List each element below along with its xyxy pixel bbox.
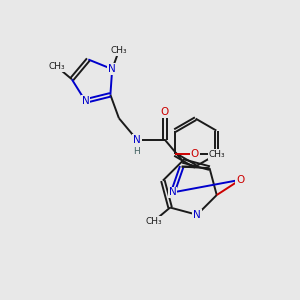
Text: O: O <box>236 175 244 185</box>
Text: CH₃: CH₃ <box>208 150 225 159</box>
Text: CH₃: CH₃ <box>145 217 162 226</box>
Text: N: N <box>82 96 89 106</box>
Text: N: N <box>193 210 201 220</box>
Text: O: O <box>160 107 169 117</box>
Text: CH₃: CH₃ <box>111 46 127 55</box>
Text: N: N <box>108 64 116 74</box>
Text: N: N <box>169 188 177 197</box>
Text: O: O <box>191 149 199 160</box>
Text: CH₃: CH₃ <box>48 62 65 71</box>
Text: N: N <box>133 135 141 145</box>
Text: H: H <box>134 147 140 156</box>
